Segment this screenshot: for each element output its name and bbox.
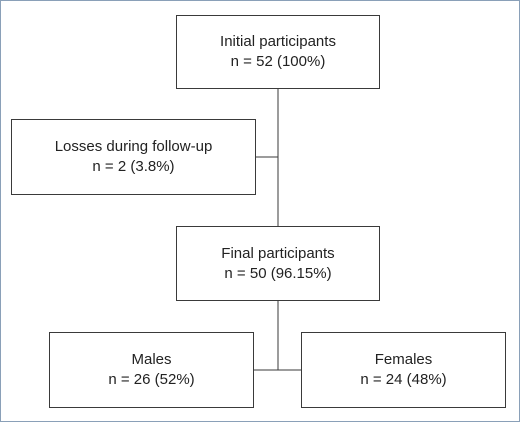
node-final-participants: Final participants n = 50 (96.15%) [176,226,380,301]
node-females: Females n = 24 (48%) [301,332,506,408]
node-losses-label: Losses during follow-up [54,138,213,155]
node-males: Males n = 26 (52%) [49,332,254,408]
node-final-label: Final participants [221,244,335,262]
node-losses-follow-up: Losses during follow-up n = 2 (3.8%) [11,119,256,195]
node-males-value: n = 26 (52%) [108,371,195,388]
node-females-value: n = 24 (48%) [360,371,447,388]
node-females-label: Females [374,351,433,368]
node-males-label: Males [131,351,172,368]
node-initial-value: n = 52 (100%) [230,53,326,70]
node-initial-label: Initial participants [220,33,336,50]
node-final-value: n = 50 (96.15%) [224,264,332,282]
node-losses-value: n = 2 (3.8%) [92,158,175,175]
node-initial-participants: Initial participants n = 52 (100%) [176,15,380,89]
